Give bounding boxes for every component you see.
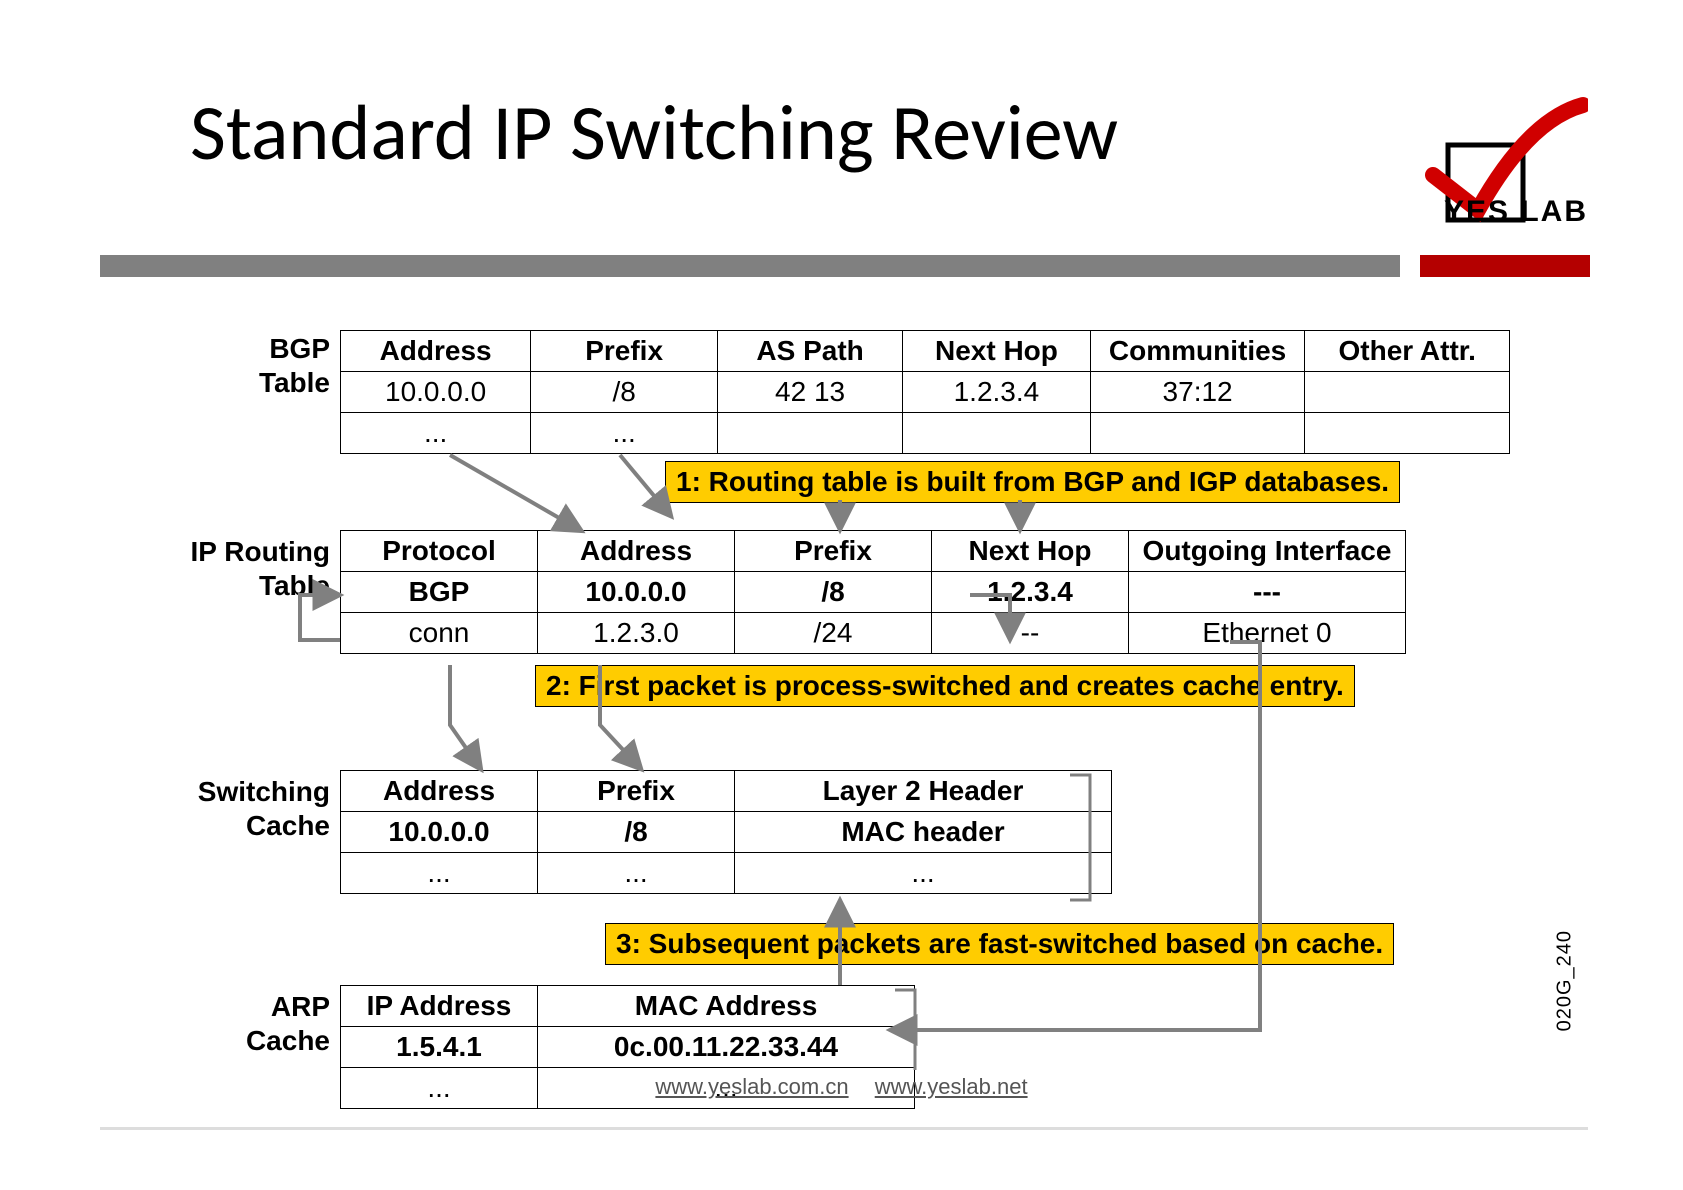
switch-label: Switching Cache [140, 775, 330, 842]
arp-label: ARP Cache [140, 990, 330, 1057]
footer-links: www.yeslab.com.cn www.yeslab.net [0, 1074, 1683, 1100]
callout-3: 3: Subsequent packets are fast-switched … [605, 923, 1394, 965]
callout-2: 2: First packet is process-switched and … [535, 665, 1355, 707]
logo-text: YES LAB [1444, 195, 1588, 229]
arp-label-1: ARP [271, 991, 330, 1022]
footer-link-net[interactable]: www.yeslab.net [875, 1074, 1028, 1099]
switching-cache-table: AddressPrefixLayer 2 Header10.0.0.0/8MAC… [340, 770, 1112, 894]
arp-label-2: Cache [246, 1025, 330, 1056]
bgp-label: BGP Table [140, 332, 330, 399]
bgp-label-1: BGP [269, 333, 330, 364]
title-underline-grey [100, 255, 1400, 277]
switch-label-1: Switching [198, 776, 330, 807]
figure-code: 020G_240 [1553, 930, 1576, 1031]
ip-routing-table: ProtocolAddressPrefixNext HopOutgoing In… [340, 530, 1406, 654]
bgp-table: AddressPrefixAS PathNext HopCommunitiesO… [340, 330, 1510, 454]
slide-title: Standard IP Switching Review [190, 85, 1118, 180]
ip-label: IP Routing Table [140, 535, 330, 602]
title-underline-red [1420, 255, 1590, 277]
ip-label-1: IP Routing [191, 536, 330, 567]
footer-link-cn[interactable]: www.yeslab.com.cn [655, 1074, 848, 1099]
ip-label-2: Table [259, 570, 330, 601]
switch-label-2: Cache [246, 810, 330, 841]
bottom-border [100, 1127, 1588, 1130]
callout-1: 1: Routing table is built from BGP and I… [665, 461, 1400, 503]
bgp-label-2: Table [259, 367, 330, 398]
diagram-area: BGP Table AddressPrefixAS PathNext HopCo… [140, 330, 1510, 1070]
